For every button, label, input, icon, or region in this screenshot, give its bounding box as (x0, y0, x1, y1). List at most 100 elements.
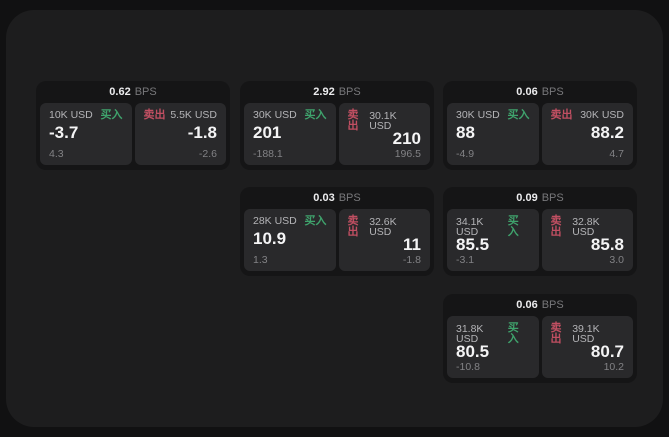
quote-tiles: 30K USD 买入 201 -188.1 卖出 30.1K USD 210 1… (244, 103, 430, 165)
sell-tile-top: 卖出 5.5K USD (144, 110, 218, 121)
bps-unit-label: BPS (338, 86, 361, 98)
spread-header: 0.62 BPS (40, 81, 226, 103)
sell-tile[interactable]: 卖出 39.1K USD 80.7 10.2 (541, 316, 633, 378)
sell-delta: -1.8 (402, 253, 421, 266)
sell-delta: 10.2 (603, 360, 624, 373)
buy-price: 10.9 (253, 229, 287, 249)
sell-tile[interactable]: 卖出 32.8K USD 85.8 3.0 (541, 209, 633, 271)
sell-size-label: 32.8K USD (572, 215, 600, 238)
spread-value: 0.06 (516, 299, 538, 311)
quote-card-5: 0.09 BPS 34.1K USD 买入 85.5 -3.1 卖出 32.8K… (443, 187, 637, 276)
spread-value: 2.92 (313, 86, 335, 98)
sell-size-label: 39.1K USD (572, 322, 600, 345)
sell-tile-top: 卖出 30K USD (551, 110, 625, 121)
spread-header: 0.06 BPS (447, 81, 633, 103)
spread-value: 0.62 (109, 86, 131, 98)
quote-tiles: 34.1K USD 买入 85.5 -3.1 卖出 32.8K USD 85.8… (447, 209, 633, 271)
sell-delta: -2.6 (198, 147, 217, 160)
spread-value: 0.09 (516, 192, 538, 204)
buy-tile[interactable]: 28K USD 买入 10.9 1.3 (244, 209, 336, 271)
buy-tile-top: 28K USD 买入 (253, 216, 327, 227)
quote-tiles: 30K USD 买入 88 -4.9 卖出 30K USD 88.2 4.7 (447, 103, 633, 165)
buy-delta: -10.8 (456, 360, 480, 373)
sell-size-label: 32.6K USD (369, 215, 397, 238)
sell-price: 88.2 (590, 123, 624, 143)
sell-size-label: 30K USD (580, 109, 624, 122)
buy-tile[interactable]: 10K USD 买入 -3.7 4.3 (40, 103, 132, 165)
buy-delta: 1.3 (253, 253, 268, 266)
sell-side-label: 卖出 (347, 109, 359, 132)
buy-size-label: 28K USD (253, 215, 297, 228)
sell-delta: 4.7 (609, 147, 624, 160)
sell-side-label: 卖出 (143, 109, 166, 121)
buy-price: 201 (253, 123, 282, 143)
bps-unit-label: BPS (338, 192, 361, 204)
spread-header: 2.92 BPS (244, 81, 430, 103)
buy-side-label: 买入 (507, 109, 530, 121)
sell-side-label: 卖出 (550, 109, 573, 121)
quote-card-2: 2.92 BPS 30K USD 买入 201 -188.1 卖出 30.1K … (240, 81, 434, 170)
sell-tile-top: 卖出 32.6K USD (348, 216, 422, 238)
sell-size-label: 30.1K USD (369, 109, 397, 132)
buy-delta: 4.3 (49, 147, 64, 160)
buy-tile[interactable]: 30K USD 买入 88 -4.9 (447, 103, 539, 165)
buy-delta: -3.1 (456, 253, 475, 266)
buy-tile-top: 10K USD 买入 (49, 110, 123, 121)
bps-unit-label: BPS (134, 86, 157, 98)
buy-side-label: 买入 (304, 109, 327, 121)
sell-tile[interactable]: 卖出 30.1K USD 210 196.5 (338, 103, 430, 165)
bps-unit-label: BPS (541, 192, 564, 204)
sell-size-label: 5.5K USD (170, 109, 217, 122)
buy-tile-top: 31.8K USD 买入 (456, 323, 530, 345)
buy-tile-top: 30K USD 买入 (456, 110, 530, 121)
sell-delta: 3.0 (609, 253, 624, 266)
sell-delta: 196.5 (394, 147, 421, 160)
bps-unit-label: BPS (541, 299, 564, 311)
sell-side-label: 卖出 (550, 215, 562, 238)
quote-tiles: 10K USD 买入 -3.7 4.3 卖出 5.5K USD -1.8 -2.… (40, 103, 226, 165)
buy-side-label: 买入 (507, 215, 519, 238)
buy-tile-top: 30K USD 买入 (253, 110, 327, 121)
sell-tile[interactable]: 卖出 32.6K USD 11 -1.8 (338, 209, 430, 271)
buy-size-label: 30K USD (253, 109, 297, 122)
quote-tiles: 28K USD 买入 10.9 1.3 卖出 32.6K USD 11 -1.8 (244, 209, 430, 271)
buy-side-label: 买入 (304, 215, 327, 227)
sell-price: -1.8 (187, 123, 217, 143)
buy-price: 80.5 (456, 342, 490, 361)
sell-tile-top: 卖出 30.1K USD (348, 110, 422, 132)
buy-delta: -188.1 (253, 147, 283, 160)
quote-card-3: 0.06 BPS 30K USD 买入 88 -4.9 卖出 30K USD 8… (443, 81, 637, 170)
sell-side-label: 卖出 (347, 215, 359, 238)
buy-side-label: 买入 (507, 322, 519, 345)
sell-tile-top: 卖出 39.1K USD (551, 323, 625, 345)
buy-tile-top: 34.1K USD 买入 (456, 216, 530, 238)
sell-price: 80.7 (590, 342, 624, 361)
buy-price: 85.5 (456, 235, 490, 254)
sell-price: 11 (403, 235, 421, 254)
quote-card-1: 0.62 BPS 10K USD 买入 -3.7 4.3 卖出 5.5K USD… (36, 81, 230, 170)
buy-side-label: 买入 (100, 109, 123, 121)
buy-tile[interactable]: 31.8K USD 买入 80.5 -10.8 (447, 316, 539, 378)
quote-tiles: 31.8K USD 买入 80.5 -10.8 卖出 39.1K USD 80.… (447, 316, 633, 378)
sell-tile[interactable]: 卖出 5.5K USD -1.8 -2.6 (134, 103, 226, 165)
sell-tile-top: 卖出 32.8K USD (551, 216, 625, 238)
buy-price: 88 (456, 123, 475, 143)
buy-tile[interactable]: 34.1K USD 买入 85.5 -3.1 (447, 209, 539, 271)
quote-card-6: 0.06 BPS 31.8K USD 买入 80.5 -10.8 卖出 39.1… (443, 294, 637, 383)
buy-size-label: 31.8K USD (456, 322, 484, 345)
sell-price: 85.8 (590, 235, 624, 254)
spread-value: 0.06 (516, 86, 538, 98)
spread-header: 0.09 BPS (447, 187, 633, 209)
sell-price: 210 (392, 129, 421, 148)
buy-tile[interactable]: 30K USD 买入 201 -188.1 (244, 103, 336, 165)
buy-size-label: 34.1K USD (456, 215, 484, 238)
spread-header: 0.03 BPS (244, 187, 430, 209)
sell-tile[interactable]: 卖出 30K USD 88.2 4.7 (541, 103, 633, 165)
buy-price: -3.7 (49, 123, 79, 143)
spread-header: 0.06 BPS (447, 294, 633, 316)
sell-side-label: 卖出 (550, 322, 562, 345)
buy-size-label: 10K USD (49, 109, 93, 122)
buy-delta: -4.9 (456, 147, 475, 160)
bps-unit-label: BPS (541, 86, 564, 98)
